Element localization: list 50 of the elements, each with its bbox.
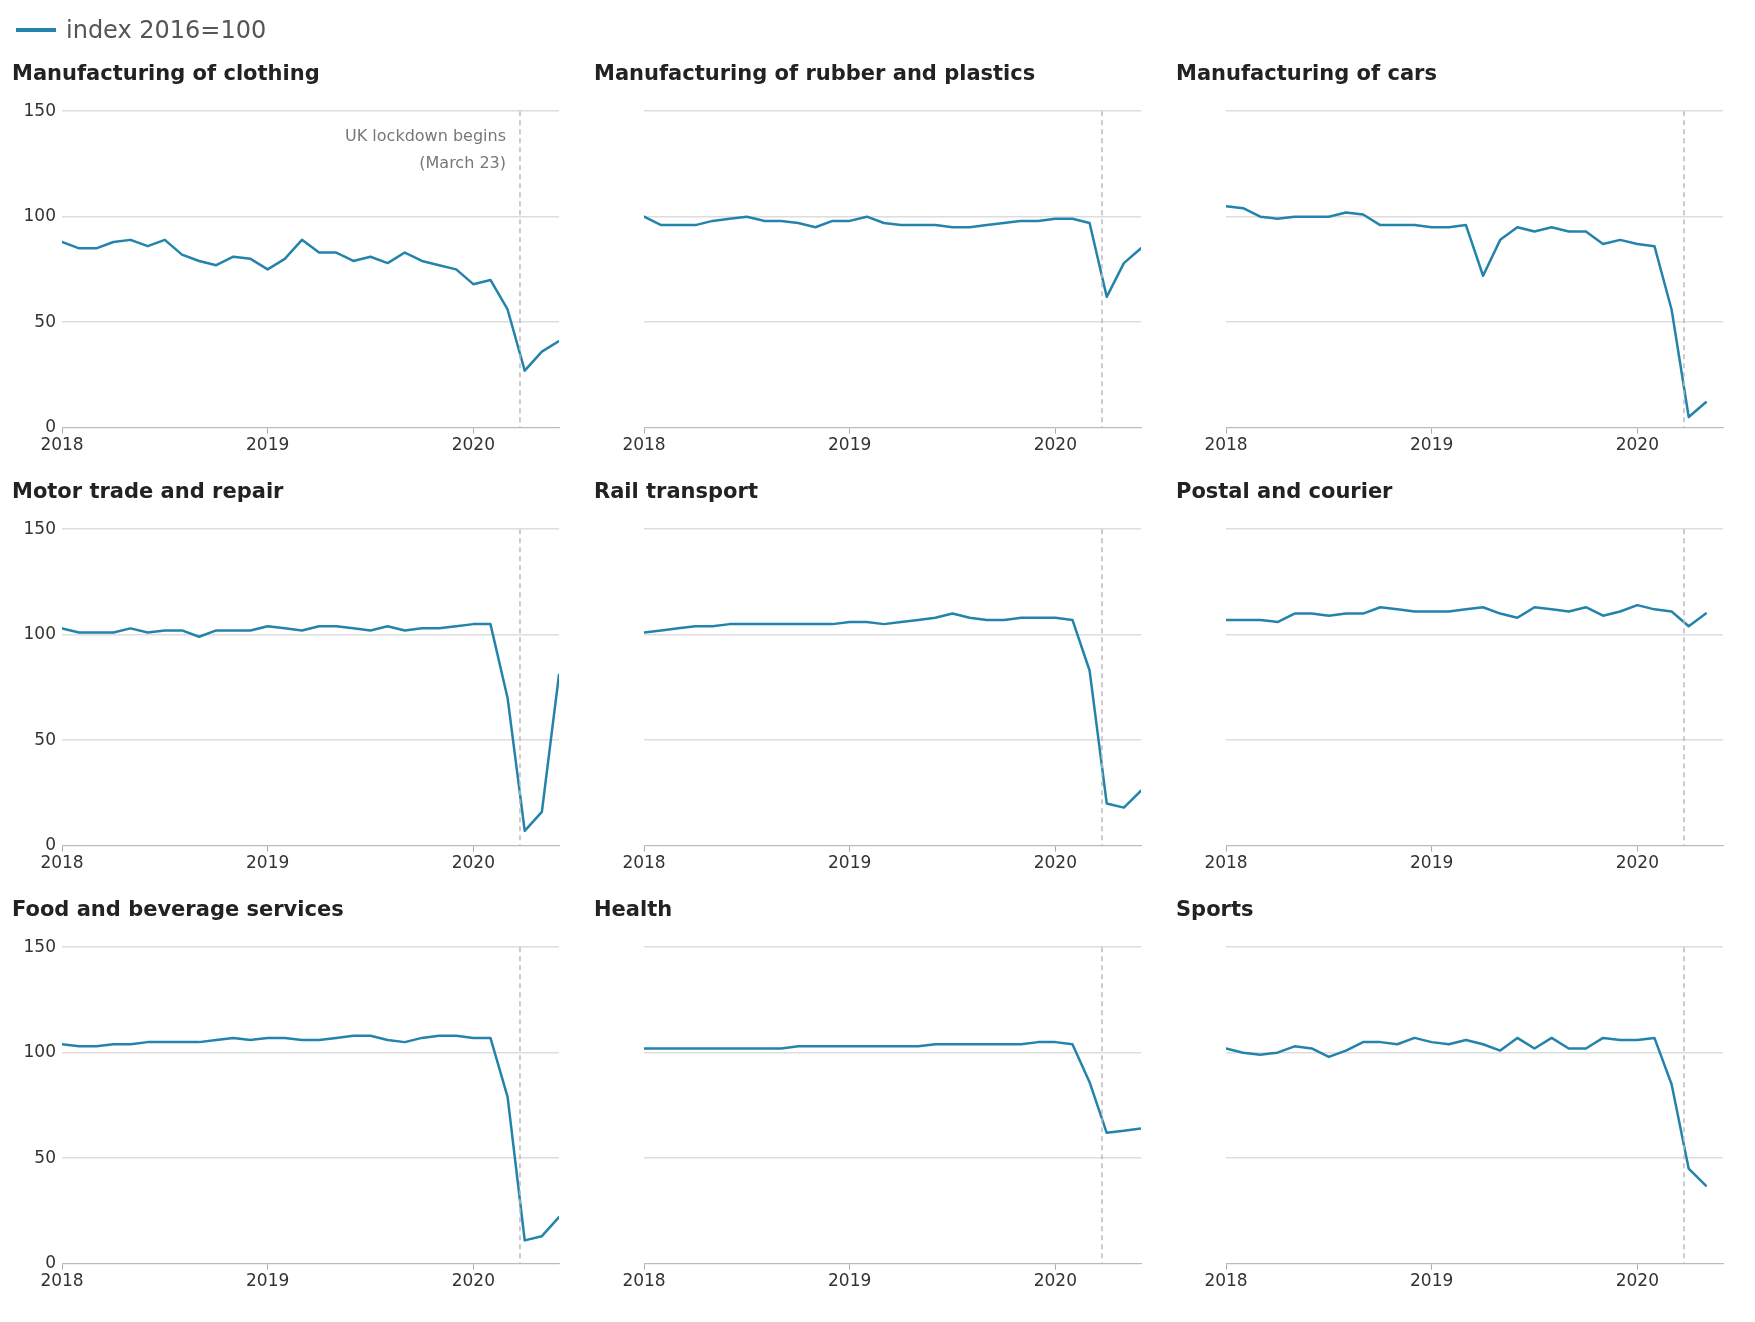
y-tick-label: 50: [34, 1146, 56, 1167]
ref-line-label: UK lockdown begins (March 23): [345, 126, 506, 173]
y-tick-label: 0: [45, 834, 56, 855]
x-tick-label: 2020: [451, 852, 495, 873]
x-tick-label: 2019: [246, 852, 290, 873]
y-tick-label: 150: [23, 517, 56, 538]
x-tick-label: 2020: [451, 1270, 495, 1291]
x-tick-label: 2019: [1410, 852, 1454, 873]
x-tick-label: 2019: [1410, 434, 1454, 455]
x-tick-label: 2018: [622, 852, 666, 873]
y-tick-label: 100: [23, 623, 56, 644]
x-tick-label: 2019: [828, 1270, 872, 1291]
x-tick-label: 2018: [622, 434, 666, 455]
y-tick-label: 100: [23, 1041, 56, 1062]
x-tick-label: 2020: [1033, 1270, 1077, 1291]
x-tick-label: 2020: [1615, 852, 1659, 873]
legend-label: index 2016=100: [66, 16, 267, 44]
chart-title: Food and beverage services: [12, 897, 344, 922]
x-tick-label: 2019: [246, 434, 290, 455]
x-tick-label: 2019: [246, 1270, 290, 1291]
x-tick-label: 2018: [40, 852, 84, 873]
chart-title: Sports: [1176, 897, 1254, 922]
x-tick-label: 2020: [1615, 434, 1659, 455]
y-tick-label: 0: [45, 416, 56, 437]
x-tick-label: 2020: [1033, 434, 1077, 455]
chart-title: Manufacturing of clothing: [12, 61, 320, 86]
y-tick-label: 50: [34, 728, 56, 749]
chart-title: Manufacturing of cars: [1176, 61, 1437, 86]
y-tick-label: 50: [34, 310, 56, 331]
y-tick-label: 100: [23, 205, 56, 226]
chart-title: Postal and courier: [1176, 479, 1394, 504]
x-tick-label: 2020: [1615, 1270, 1659, 1291]
x-tick-label: 2018: [40, 1270, 84, 1291]
x-tick-label: 2019: [828, 434, 872, 455]
x-tick-label: 2018: [622, 1270, 666, 1291]
y-tick-label: 150: [23, 99, 56, 120]
x-tick-label: 2018: [40, 434, 84, 455]
y-tick-label: 150: [23, 935, 56, 956]
chart-title: Health: [594, 897, 673, 922]
x-tick-label: 2019: [828, 852, 872, 873]
x-tick-label: 2018: [1204, 434, 1248, 455]
chart-title: Manufacturing of rubber and plastics: [594, 61, 1036, 86]
x-tick-label: 2020: [451, 434, 495, 455]
chart-title: Rail transport: [594, 479, 758, 504]
y-tick-label: 0: [45, 1252, 56, 1273]
x-tick-label: 2018: [1204, 1270, 1248, 1291]
chart-title: Motor trade and repair: [12, 479, 285, 504]
x-tick-label: 2020: [1033, 852, 1077, 873]
x-tick-label: 2018: [1204, 852, 1248, 873]
x-tick-label: 2019: [1410, 1270, 1454, 1291]
